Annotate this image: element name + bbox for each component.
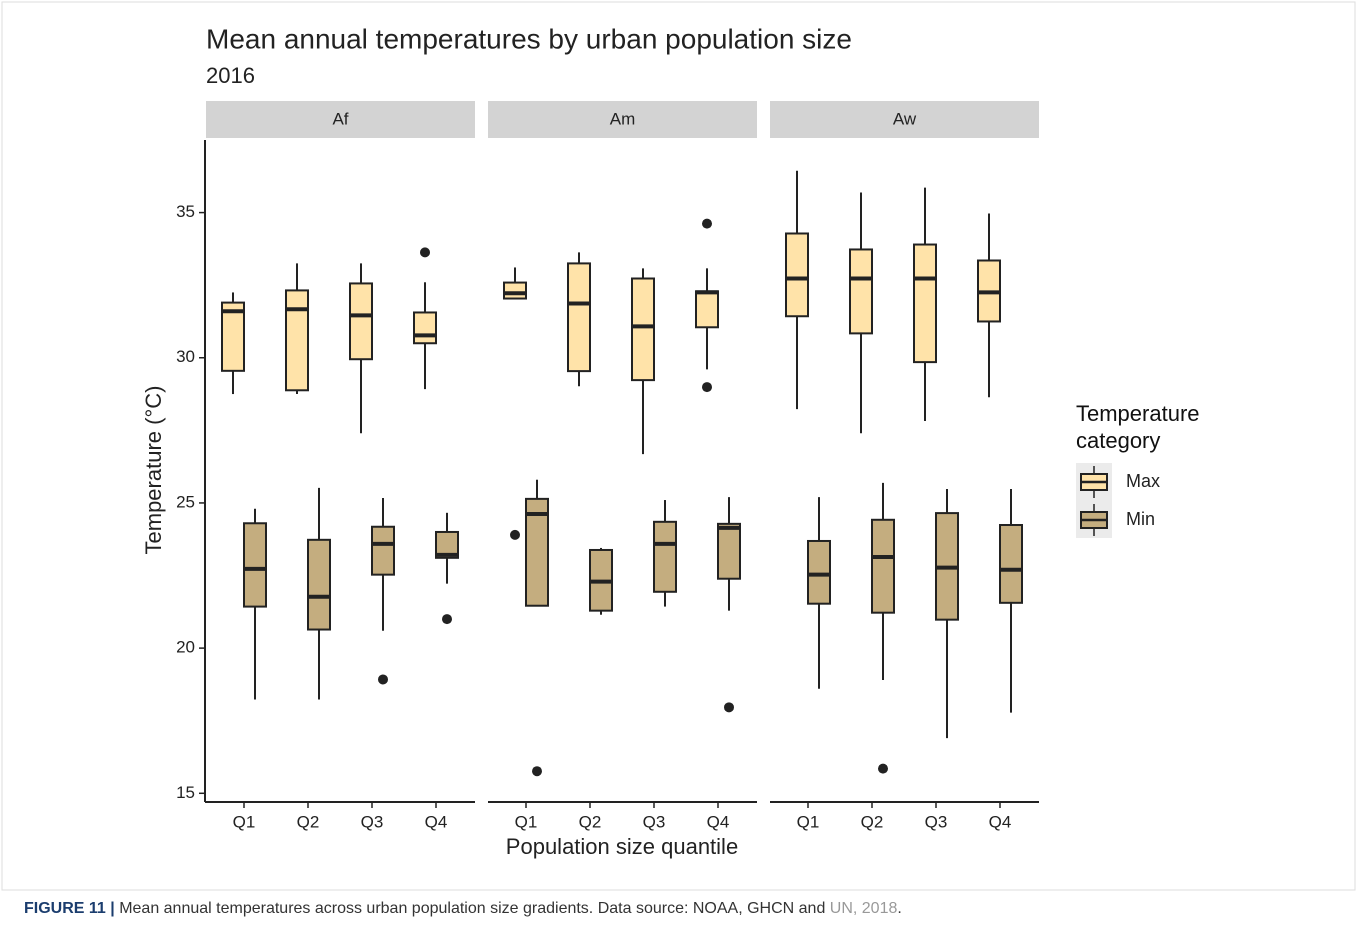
outlier: [510, 529, 520, 540]
box: [999, 524, 1023, 604]
x-tick-label: Q4: [707, 812, 730, 831]
chart-subtitle: 2016: [206, 63, 255, 88]
box: [221, 301, 245, 372]
legend-label: Min: [1126, 509, 1155, 529]
box: [567, 262, 591, 373]
y-tick-label: 25: [176, 492, 195, 511]
strip-label: Aw: [893, 109, 917, 128]
outlier: [878, 763, 888, 774]
box: [631, 277, 655, 382]
strip-label: Am: [610, 109, 636, 128]
x-tick-label: Q2: [861, 812, 884, 831]
x-axis-label: Population size quantile: [506, 834, 738, 859]
y-tick-label: 35: [176, 202, 195, 221]
x-tick-label: Q3: [925, 812, 948, 831]
y-tick-label: 30: [176, 347, 195, 366]
box: [653, 520, 677, 593]
box: [307, 538, 331, 631]
caption-end: .: [897, 900, 902, 917]
x-tick-label: Q1: [233, 812, 256, 831]
x-tick-label: Q1: [515, 812, 538, 831]
outlier: [702, 382, 712, 393]
frame: [1, 1, 1356, 891]
box: [435, 530, 459, 559]
box: [503, 281, 527, 300]
y-tick-label: 20: [176, 638, 195, 657]
x-tick-label: Q2: [579, 812, 602, 831]
x-tick-label: Q3: [643, 812, 666, 831]
strip: [206, 101, 475, 138]
outlier: [420, 247, 430, 258]
box: [349, 282, 373, 361]
legend-label: Max: [1126, 471, 1160, 491]
x-tick-label: Q4: [989, 812, 1012, 831]
box: [695, 290, 719, 329]
x-tick-label: Q4: [425, 812, 448, 831]
box: [807, 539, 831, 605]
strip: [488, 101, 757, 138]
chart-title: Mean annual temperatures by urban popula…: [206, 23, 852, 54]
box: [849, 248, 873, 335]
x-tick-label: Q2: [297, 812, 320, 831]
outlier: [442, 614, 452, 625]
y-axis-label: Temperature (°C): [141, 386, 166, 555]
strip: [770, 101, 1039, 138]
caption-link[interactable]: UN, 2018: [829, 900, 898, 917]
x-tick-label: Q3: [361, 812, 384, 831]
box: [871, 518, 895, 614]
caption-text: Mean annual temperatures across urban po…: [119, 900, 830, 917]
x-tick-label: Q1: [797, 812, 820, 831]
outlier: [724, 702, 734, 713]
caption-label: FIGURE 11 |: [24, 900, 115, 917]
outlier: [532, 766, 542, 777]
box: [413, 311, 437, 345]
box: [371, 525, 395, 576]
strip-label: Af: [332, 109, 348, 128]
box: [243, 522, 267, 608]
outlier: [702, 218, 712, 229]
caption: FIGURE 11 | Mean annual temperatures acr…: [24, 900, 902, 918]
legend-title: Temperature category: [1076, 401, 1200, 453]
box: [285, 289, 309, 392]
box: [717, 522, 741, 580]
box: [525, 497, 549, 607]
box: [913, 243, 937, 364]
y-tick-label: 15: [176, 783, 195, 802]
outlier: [378, 674, 388, 685]
box: [785, 232, 809, 318]
